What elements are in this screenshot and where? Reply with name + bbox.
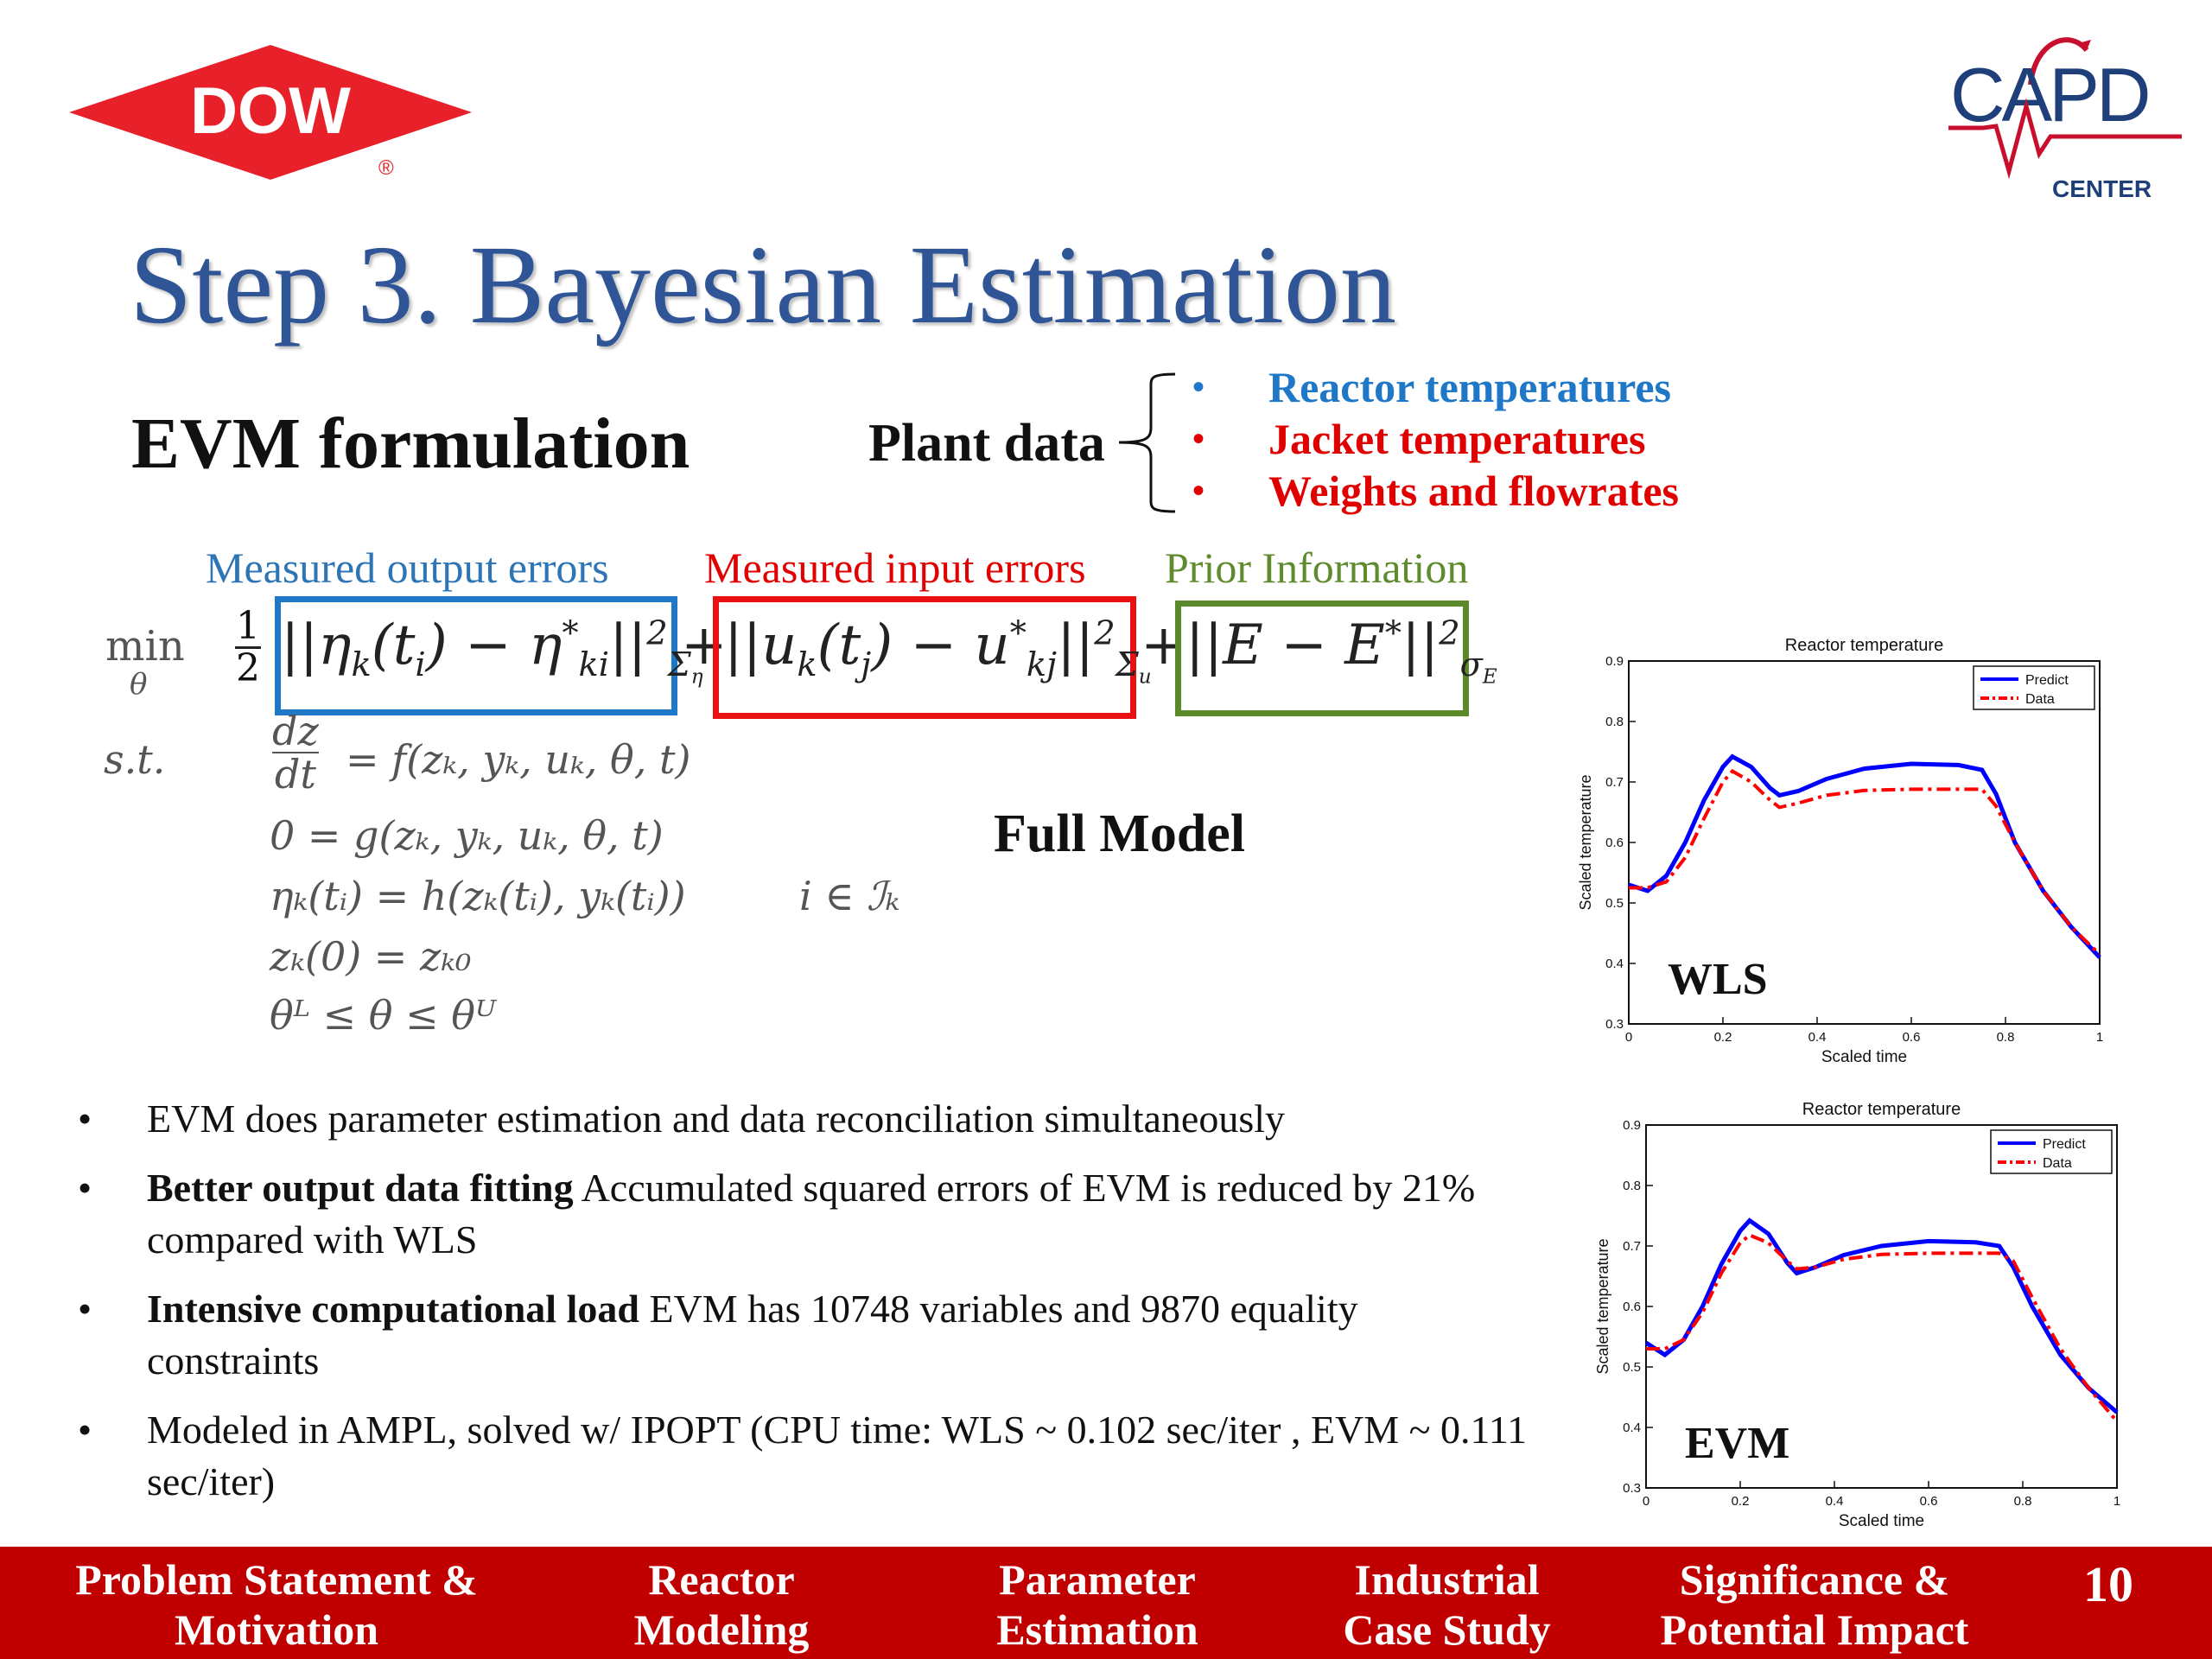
measured-input-errors-label: Measured input errors [704,543,1086,592]
constraint-initial: zₖ(0) = zₖ₀ [270,933,472,980]
legend-label: Predict [2043,1137,2086,1152]
y-tick-label: 0.8 [1623,1179,1641,1193]
y-axis-label: Scaled temperature [1577,774,1594,910]
legend-label: Predict [2025,673,2069,688]
x-tick-label: 0.6 [1903,1030,1921,1045]
bullet-item: • EVM does parameter estimation and data … [78,1096,1285,1141]
x-axis-label: Scaled time [1821,1048,1907,1066]
y-tick-label: 0.8 [1605,715,1624,729]
dow-logo: DOW ® [69,45,472,180]
x-tick-label: 0.6 [1920,1494,1938,1509]
x-tick-label: 0.4 [1826,1494,1844,1509]
series-line-predict [1644,1217,2119,1414]
x-tick-label: 0.8 [1997,1030,2015,1045]
wls-chart: Reactor temperature 0 0.2 0.4 0.6 0.8 1 0.3 0.4 0… [1577,636,2103,1066]
evm-heading: EVM formulation [131,404,690,484]
y-tick-label: 0.6 [1623,1300,1641,1314]
x-tick-label: 0 [1625,1030,1632,1045]
min-variable: θ [130,667,148,702]
nav-parameter-estimation[interactable]: Parameter Estimation [996,1554,1198,1654]
series-line-data [1646,1233,2119,1423]
nav-significance-impact[interactable]: Significance & Potential Impact [1660,1554,1969,1654]
bullet-item: • Better output data fitting Accumulated … [78,1166,1476,1262]
full-model-label: Full Model [994,804,1246,863]
bullet-item: • Modeled in AMPL, solved w/ IPOPT (CPU t… [78,1408,1528,1503]
series-line-predict [1628,753,2101,959]
measured-output-errors-label: Measured output errors [206,543,609,592]
x-tick-label: 0 [1643,1494,1649,1509]
y-tick-label: 0.7 [1605,775,1624,790]
section-nav-bar [0,1547,2212,1659]
plant-data-label: Plant data [868,414,1105,473]
subject-to-label: s.t. [104,736,166,783]
legend-box [1990,1129,2113,1174]
plant-data-item: • Reactor temperatures [1192,363,1672,411]
min-operator: min [105,622,185,671]
derivative-fraction: dz dt [272,708,319,798]
input-error-term: ||uk(tj) − u*kj||2Σu [724,613,1152,689]
y-tick-label: 0.6 [1605,836,1624,850]
y-tick-label: 0.4 [1605,957,1624,971]
nav-industrial-case-study[interactable]: Industrial Case Study [1343,1554,1551,1654]
y-tick-label: 0.4 [1623,1421,1641,1435]
x-tick-label: 1 [2096,1030,2103,1045]
plant-data-item: • Jacket temperatures [1192,415,1646,463]
prior-information-term: ||E − E*||2σE [1185,613,1497,689]
x-tick-label: 0.2 [1732,1494,1750,1509]
plant-data-list: • Reactor temperatures • Jacket temperatur… [1192,361,1679,517]
bullet-item: • Intensive computational load EVM has 10… [78,1287,1358,1382]
legend-label: Data [2025,692,2055,707]
constraint-bounds: θᴸ ≤ θ ≤ θᵁ [270,992,497,1039]
constraint-measurement: ηₖ(tᵢ) = h(zₖ(tᵢ), yₖ(tᵢ)) [270,873,686,919]
page-title: Step 3. Bayesian Estimation [130,223,1396,347]
constraint-algebraic: 0 = g(zₖ, yₖ, uₖ, θ, t) [270,812,664,859]
output-error-box [275,596,677,715]
y-axis-label: Scaled temperature [1594,1238,1611,1374]
method-label: WLS [1668,955,1768,1004]
prior-information-label: Prior Information [1165,543,1469,592]
y-tick-label: 0.5 [1605,896,1624,911]
constraint-measurement-index: i ∈ ℐₖ [799,873,900,919]
capd-logo-text: CAPD [1950,52,2148,137]
dow-logo-text: DOW [190,74,351,148]
page-number: 10 [2083,1556,2133,1612]
series-line-data [1629,768,2101,956]
nav-reactor-modeling[interactable]: Reactor Modeling [633,1554,810,1654]
method-label: EVM [1685,1419,1789,1468]
x-tick-label: 0.4 [1808,1030,1827,1045]
chart-title: Reactor temperature [1785,636,1943,655]
y-tick-label: 0.5 [1623,1360,1641,1375]
x-tick-label: 0.8 [2014,1494,2032,1509]
prior-information-box [1175,601,1469,716]
chart-title: Reactor temperature [1802,1100,1961,1119]
y-tick-label: 0.9 [1605,654,1624,669]
plant-data-item: • Weights and flowrates [1192,467,1679,515]
bullet-list: • EVM does parameter estimation and data … [69,1093,1538,1525]
one-half-fraction: 1 2 [235,604,261,690]
output-error-term: ||ηk(ti) − η*ki||2Ση [281,613,703,689]
dow-registered-mark: ® [378,156,394,180]
y-tick-label: 0.7 [1623,1239,1641,1254]
y-tick-label: 0.9 [1623,1118,1641,1133]
y-tick-label: 0.3 [1605,1017,1624,1032]
x-tick-label: 0.2 [1714,1030,1732,1045]
capd-logo: CAPD CENTER [1948,37,2182,202]
capd-logo-subtext: CENTER [2052,175,2152,202]
x-tick-label: 1 [2113,1494,2120,1509]
x-axis-label: Scaled time [1839,1512,1924,1530]
y-tick-label: 0.3 [1623,1481,1641,1496]
legend-box [1973,665,2095,710]
input-error-box [713,596,1136,719]
plus-sign-1: + [681,613,728,677]
legend-label: Data [2043,1156,2072,1171]
evm-chart: Reactor temperature 0 0.2 0.4 0.6 0.8 1 0.3 0.4 0… [1594,1100,2120,1530]
plant-data-brace [1118,372,1176,513]
constraint-differential: = f(zₖ, yₖ, uₖ, θ, t) [346,736,691,783]
nav-problem-statement[interactable]: Problem Statement & Motivation [75,1554,478,1654]
